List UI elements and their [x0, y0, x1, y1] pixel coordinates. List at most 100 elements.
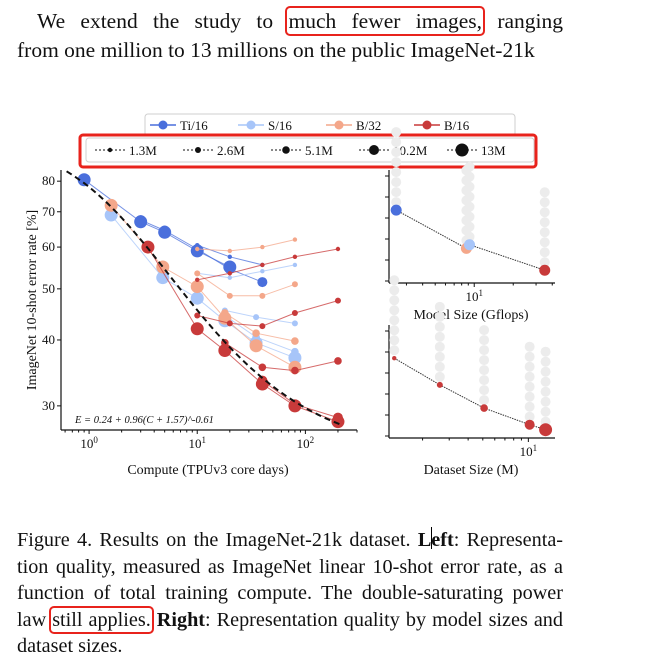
background-point — [391, 127, 402, 138]
background-point — [464, 161, 475, 172]
intro-paragraph: We extend the study to much fewer images… — [17, 6, 564, 65]
background-point — [479, 335, 490, 346]
background-point — [524, 381, 535, 392]
background-point — [464, 191, 475, 202]
background-point — [389, 325, 400, 336]
frontier-point — [539, 264, 551, 276]
series-line-b-32-2.6m — [196, 272, 296, 297]
legend-marker — [455, 143, 469, 157]
background-point — [479, 375, 490, 386]
caption-left-bold-part: eft — [431, 529, 454, 551]
legend-label-2.6m: 2.6M — [217, 143, 245, 158]
y-tick-label: 60 — [42, 239, 55, 254]
data-point — [190, 291, 204, 305]
caption-left-bold-part: L — [417, 529, 432, 551]
series-line-s-16-1.3m — [197, 264, 295, 279]
figure-4: Ti/16 S/16 B/32 B/16 1.3M 2.6M 5.1M 10.2M 13M 3… — [25, 113, 555, 478]
background-point — [434, 301, 445, 312]
intro-line-1: We extend the study to much fewer images… — [17, 6, 564, 36]
series-line-b-16-1.3m — [197, 248, 339, 281]
series-line-ti-16-13m — [83, 179, 231, 268]
data-point — [334, 357, 342, 365]
background-point — [539, 257, 550, 268]
legend-label-s-16: S/16 — [268, 118, 292, 133]
data-point — [104, 198, 118, 212]
main-plot-compute: 30 40 50 60 70 80 100 101 102 E = 0.24 + 0.96(C … — [25, 170, 358, 478]
highlight-dataset-legend — [78, 133, 538, 169]
background-point — [389, 345, 400, 356]
background-point — [434, 361, 445, 372]
background-point — [540, 386, 551, 397]
x-axis-label: Dataset Size (M) — [424, 463, 519, 478]
y-tick-label: 80 — [42, 173, 55, 188]
legend-label-1.3m: 1.3M — [129, 143, 157, 158]
data-point — [218, 344, 232, 358]
data-point — [252, 329, 260, 337]
background-point — [539, 227, 550, 238]
dataset-size-plot: 101 Dataset Size (M) — [385, 275, 555, 478]
data-point — [159, 225, 170, 236]
background-point — [389, 335, 400, 346]
data-point — [221, 309, 229, 317]
data-point — [260, 262, 265, 268]
data-point — [226, 320, 233, 327]
background-point — [434, 341, 445, 352]
model-size-plot: 101 Model Size (Gflops) — [385, 127, 555, 323]
x-axis-label: Compute (TPUv3 core days) — [127, 463, 289, 478]
data-point — [135, 215, 146, 226]
x-tick-label: 101 — [465, 288, 483, 304]
data-point — [104, 208, 118, 222]
legend-marker — [422, 120, 432, 130]
frontier-point — [539, 423, 553, 437]
data-point — [190, 280, 204, 294]
legend-marker — [195, 147, 201, 153]
background-point — [434, 371, 445, 382]
data-point — [292, 254, 298, 260]
legend-label-b-32: B/32 — [356, 118, 381, 133]
data-point — [195, 277, 200, 283]
background-point — [391, 137, 402, 148]
background-point — [479, 395, 490, 406]
background-point — [434, 321, 445, 332]
background-point — [540, 366, 551, 377]
x-tick-label: 102 — [297, 435, 315, 451]
x-tick-label: 101 — [520, 443, 538, 459]
y-axis-label: ImageNet 10-shot error rate [%] — [25, 210, 40, 390]
background-point — [464, 211, 475, 222]
data-point — [257, 375, 268, 386]
background-point — [391, 167, 402, 178]
intro-text: We extend the study to — [37, 9, 274, 33]
series-line-b-16-5.1m — [224, 342, 339, 372]
background-point — [389, 305, 400, 316]
legend-marker — [246, 120, 256, 130]
background-point — [524, 341, 535, 352]
background-point — [539, 197, 550, 208]
background-point — [539, 217, 550, 228]
background-point — [540, 356, 551, 367]
highlight-much-fewer-images: much fewer images, — [285, 6, 486, 36]
data-point — [259, 323, 266, 330]
data-point — [289, 399, 300, 410]
legend-marker — [158, 120, 168, 130]
data-point — [260, 244, 265, 250]
data-point — [226, 292, 233, 299]
background-point — [540, 346, 551, 357]
background-point — [540, 376, 551, 387]
intro-text: ranging — [497, 9, 564, 33]
frontier-point — [480, 404, 488, 412]
data-point — [291, 366, 299, 375]
background-point — [479, 325, 490, 336]
y-tick-label: 70 — [42, 204, 55, 219]
background-point — [389, 285, 400, 296]
legend-marker — [334, 120, 344, 130]
fit-curve — [66, 170, 341, 426]
caption-right-text: : Representation quality by model sizes … — [17, 608, 563, 658]
background-point — [434, 351, 445, 362]
frontier-line — [394, 357, 546, 431]
legend-models: Ti/16 S/16 B/32 B/16 — [144, 113, 516, 137]
background-point — [524, 371, 535, 382]
series-line-b-32-1.3m — [197, 239, 296, 252]
background-point — [391, 177, 402, 188]
legend-marker — [107, 147, 113, 153]
data-point — [253, 314, 260, 321]
